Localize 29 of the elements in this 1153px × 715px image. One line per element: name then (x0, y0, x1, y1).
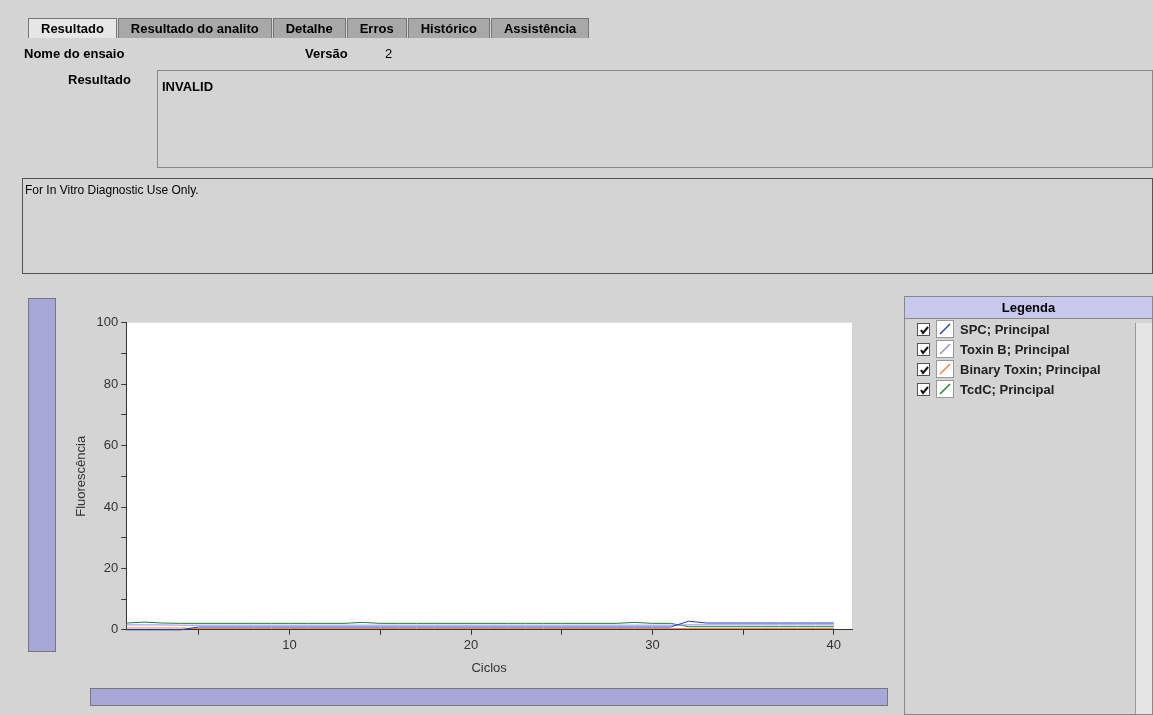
x-tick-label: 20 (463, 637, 479, 653)
legend-label: Binary Toxin; Principal (960, 361, 1101, 377)
text: INVALID (157, 70, 1153, 168)
y-tick-label: 40 (103, 498, 119, 514)
y-axis-title: Fluorescência (73, 435, 89, 517)
y-tick-label: 80 (103, 375, 119, 391)
text: Resultado (28, 18, 117, 38)
text: Resultado (68, 72, 131, 87)
text: Nome do ensaio (24, 46, 125, 61)
legend-label: TcdC; Principal (960, 381, 1055, 397)
x-tick-label: 30 (645, 637, 660, 653)
text: Erros (346, 18, 407, 38)
text: Histórico (407, 18, 490, 38)
legend-label: SPC; Principal (960, 321, 1050, 337)
text: Resultado do analito (117, 18, 272, 38)
y-tick-label: 0 (111, 621, 119, 637)
text: 2 (385, 46, 393, 61)
text: Assistência (490, 18, 590, 38)
x-tick-label: 40 (826, 637, 842, 653)
y-tick-label: 100 (96, 314, 119, 330)
legend-label: Toxin B; Principal (960, 341, 1070, 357)
legend-title: Legenda (905, 297, 1152, 319)
y-tick-label: 20 (103, 559, 119, 575)
text: Versão (305, 46, 348, 61)
y-tick-label: 60 (103, 437, 119, 453)
x-tick-label: 10 (282, 637, 297, 653)
text: Detalhe (272, 18, 346, 38)
x-axis-title: Ciclos (471, 659, 508, 675)
text: For In Vitro Diagnostic Use Only. (22, 178, 1153, 274)
